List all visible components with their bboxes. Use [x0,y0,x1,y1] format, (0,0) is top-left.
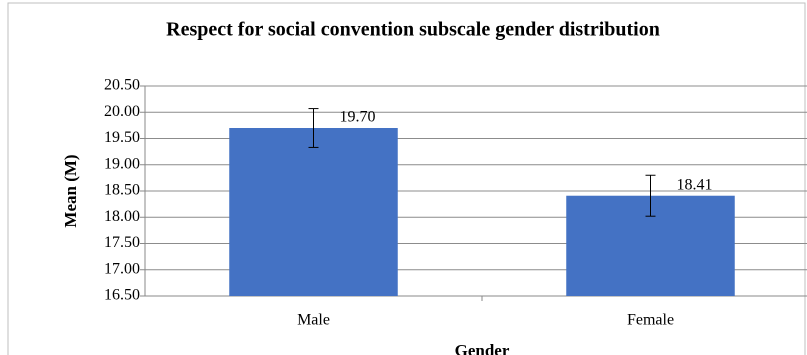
y-tick-label: 19.50 [104,129,140,146]
y-tick-label: 19.00 [104,155,140,172]
y-tick-label: 17.00 [104,260,140,277]
x-axis-label: Gender [455,341,510,355]
y-tick-label: 17.50 [104,234,140,251]
error-bar [645,174,656,217]
y-tick-label: 18.50 [104,182,140,199]
y-tick-label: 20.00 [104,103,140,120]
error-bar [308,108,319,148]
data-label: 18.41 [677,176,713,193]
y-tick-label: 16.50 [104,287,140,304]
y-tick-label: 20.50 [104,77,140,94]
chart-title: Respect for social convention subscale g… [166,19,660,41]
bar [229,128,398,296]
data-label: 19.70 [340,109,376,126]
chart-frame [7,2,806,355]
x-tick-label: Female [627,312,674,329]
y-tick-label: 18.00 [104,208,140,225]
y-axis-label: Mean (M) [61,154,80,227]
x-tick-label: Male [297,312,330,329]
